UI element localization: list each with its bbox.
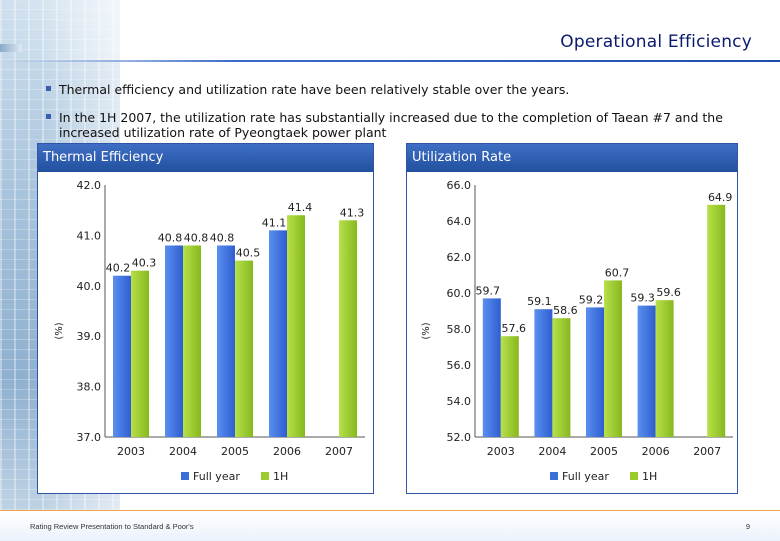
y-tick-label: 64.0 [447, 215, 472, 228]
legend-swatch [261, 472, 269, 480]
page-number: 9 [745, 522, 750, 531]
bar-1h-2004 [183, 245, 201, 437]
legend-label: 1H [642, 470, 657, 483]
data-label: 59.6 [656, 286, 681, 299]
data-label: 40.8 [184, 231, 209, 244]
utilization-rate-chart: 52.0 54.0 56.0 58.0 60.0 62.0 64.0 66.0 (%) 59.7 5… [421, 179, 733, 483]
bar-full-year-2006 [637, 305, 656, 437]
data-label: 59.7 [476, 284, 501, 297]
bar-1h-2003 [131, 270, 149, 437]
data-label: 57.6 [502, 322, 527, 335]
bar-1h-2006 [655, 300, 674, 437]
legend-label: Full year [562, 470, 609, 483]
bar-1h-2006 [287, 215, 305, 437]
bar-1h-2004 [552, 318, 571, 437]
x-tick-label: 2005 [221, 445, 249, 458]
y-axis-label: (%) [54, 322, 65, 339]
bar-1h-2005 [604, 280, 622, 437]
data-label: 40.2 [106, 262, 131, 275]
y-tick-label: 37.0 [77, 431, 102, 444]
x-tick-label: 2007 [693, 445, 721, 458]
legend-label: Full year [193, 470, 240, 483]
y-axis-label: (%) [421, 322, 432, 339]
data-label: 40.3 [132, 257, 157, 270]
legend-swatch [181, 472, 189, 480]
x-tick-label: 2003 [117, 445, 145, 458]
bullet-2-text: In the 1H 2007, the utilization rate has… [59, 110, 723, 140]
y-tick-label: 60.0 [447, 287, 472, 300]
footer-band [0, 510, 780, 541]
bar-full-year-2003 [113, 275, 131, 437]
x-tick-label: 2004 [169, 445, 197, 458]
bar-1h-2003 [500, 336, 519, 437]
data-label: 59.2 [579, 293, 604, 306]
data-label: 59.3 [630, 292, 655, 305]
y-tick-label: 38.0 [77, 381, 102, 394]
bullet-2: In the 1H 2007, the utilization rate has… [46, 110, 746, 140]
bar-full-year-2006 [269, 230, 287, 437]
y-tick-label: 62.0 [447, 251, 472, 264]
data-label: 64.9 [708, 191, 733, 204]
y-tick-label: 56.0 [447, 359, 472, 372]
y-tick-label: 52.0 [447, 431, 472, 444]
thermal-efficiency-title: Thermal Efficiency [38, 144, 373, 172]
title-divider [0, 60, 780, 62]
y-tick-label: 41.0 [77, 229, 102, 242]
y-tick-label: 66.0 [447, 179, 472, 192]
utilization-rate-panel: Utilization Rate 52.0 54.0 56.0 58.0 60.0 62.… [406, 143, 738, 494]
utilization-rate-title: Utilization Rate [407, 144, 737, 172]
data-label: 40.8 [210, 231, 235, 244]
data-label: 59.1 [527, 295, 552, 308]
logo-mark [0, 44, 22, 52]
data-label: 41.3 [340, 206, 365, 219]
legend-swatch [630, 472, 638, 480]
bullet-1: Thermal efficiency and utilization rate … [46, 82, 746, 97]
bar-1h-2007 [707, 204, 726, 437]
bar-full-year-2003 [482, 298, 501, 437]
y-tick-label: 39.0 [77, 330, 102, 343]
data-label: 41.1 [262, 216, 287, 229]
x-tick-label: 2003 [487, 445, 515, 458]
page-title: Operational Efficiency [560, 32, 752, 52]
x-tick-label: 2004 [538, 445, 566, 458]
x-tick-label: 2007 [325, 445, 353, 458]
legend-label: 1H [273, 470, 288, 483]
thermal-efficiency-chart: 37.0 38.0 39.0 40.0 41.0 42.0 (%) 40.2 40.3 2003 4… [54, 179, 365, 483]
x-tick-label: 2006 [273, 445, 301, 458]
bullet-1-text: Thermal efficiency and utilization rate … [59, 82, 570, 97]
data-label: 40.5 [236, 247, 261, 260]
footer-text: Rating Review Presentation to Standard &… [30, 522, 194, 531]
x-tick-label: 2005 [590, 445, 618, 458]
y-tick-label: 42.0 [77, 179, 102, 192]
y-tick-label: 40.0 [77, 280, 102, 293]
header-band [0, 0, 780, 62]
bar-1h-2005 [235, 260, 253, 437]
x-tick-label: 2006 [642, 445, 670, 458]
data-label: 60.7 [605, 266, 630, 279]
bullet-square-icon [46, 114, 51, 119]
bar-full-year-2005 [586, 307, 604, 437]
legend-swatch [550, 472, 558, 480]
thermal-efficiency-panel: Thermal Efficiency 37.0 38.0 39.0 40.0 41.0 4… [37, 143, 374, 494]
bullet-square-icon [46, 86, 51, 91]
y-tick-label: 58.0 [447, 323, 472, 336]
bar-full-year-2004 [165, 245, 183, 437]
data-label: 41.4 [288, 201, 313, 214]
data-label: 58.6 [553, 304, 578, 317]
bar-full-year-2004 [534, 309, 553, 437]
bar-full-year-2005 [217, 245, 235, 437]
data-label: 40.8 [158, 231, 183, 244]
bar-1h-2007 [339, 220, 357, 437]
y-tick-label: 54.0 [447, 395, 472, 408]
